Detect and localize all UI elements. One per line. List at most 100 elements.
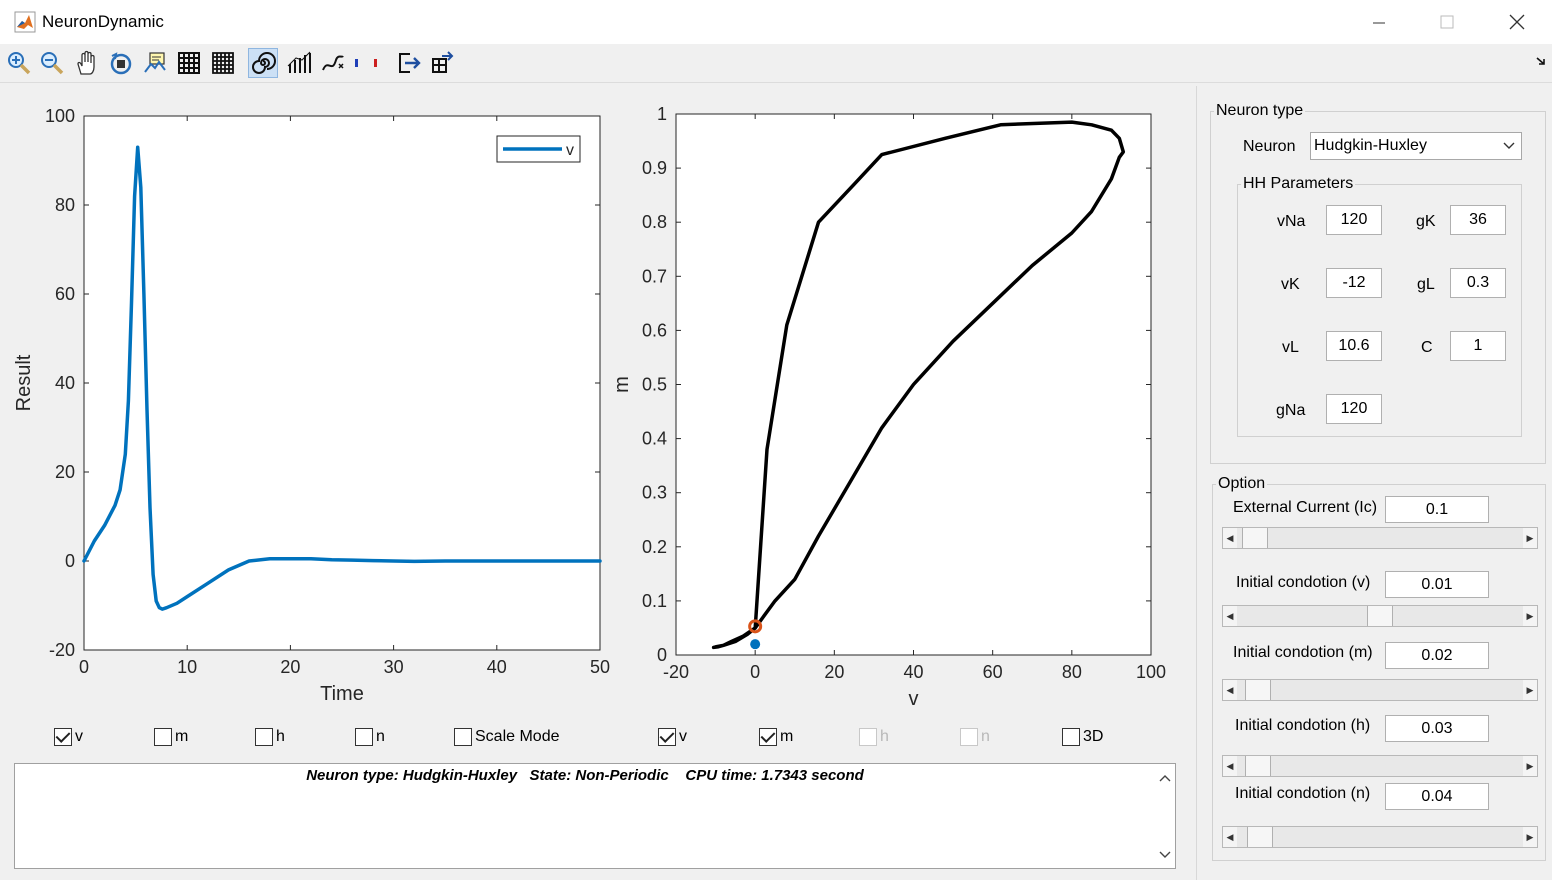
- matlab-logo-icon: [14, 11, 36, 33]
- checkbox-box[interactable]: [255, 728, 273, 746]
- option-input-v[interactable]: 0.01: [1385, 571, 1489, 598]
- minimize-button[interactable]: [1356, 0, 1402, 44]
- console-scrollbar[interactable]: [1155, 764, 1175, 868]
- x-tick-label: 0: [750, 662, 760, 682]
- checkbox-box[interactable]: [859, 728, 877, 746]
- rotate-3d-icon: [110, 52, 132, 75]
- data-cursor-button[interactable]: [140, 48, 170, 78]
- slider-left-arrow[interactable]: ◀: [1223, 827, 1237, 847]
- checkbox-m[interactable]: m: [154, 725, 188, 749]
- color-bar-icon: [355, 59, 377, 67]
- param-label-gk: gK: [1416, 213, 1436, 230]
- title-bar: NeuronDynamic: [0, 0, 1552, 44]
- checkbox-box[interactable]: [960, 728, 978, 746]
- param-input-gl[interactable]: 0.3: [1450, 268, 1506, 298]
- slider-h[interactable]: ◀ ▶: [1222, 755, 1538, 777]
- x-tick-label: 80: [1062, 662, 1082, 682]
- grid-button[interactable]: [174, 48, 204, 78]
- checkbox-box[interactable]: [759, 728, 777, 746]
- bar-plot-button[interactable]: [284, 48, 314, 78]
- trajectory-button[interactable]: [318, 48, 348, 78]
- slider-thumb[interactable]: [1244, 680, 1271, 700]
- param-input-gk[interactable]: 36: [1450, 205, 1506, 235]
- slider-thumb[interactable]: [1242, 528, 1269, 548]
- checkbox-box[interactable]: [454, 728, 472, 746]
- checkbox-v[interactable]: v: [54, 725, 83, 749]
- slider-left-arrow[interactable]: ◀: [1223, 528, 1237, 548]
- y-tick-label: 40: [55, 373, 75, 393]
- slider-thumb[interactable]: [1244, 756, 1271, 776]
- slider-v[interactable]: ◀ ▶: [1222, 605, 1538, 627]
- phase-checkbox-3d[interactable]: 3D: [1062, 725, 1103, 749]
- checkbox-n[interactable]: n: [355, 725, 385, 749]
- option-input-n[interactable]: 0.04: [1385, 783, 1489, 810]
- checkbox-box[interactable]: [658, 728, 676, 746]
- slider-right-arrow[interactable]: ▶: [1523, 606, 1537, 626]
- slider-ic[interactable]: ◀ ▶: [1222, 527, 1538, 549]
- checkbox-label: m: [175, 728, 189, 745]
- slider-left-arrow[interactable]: ◀: [1223, 680, 1237, 700]
- slider-m[interactable]: ◀ ▶: [1222, 679, 1538, 701]
- y-tick-label: 80: [55, 195, 75, 215]
- dropdown-arrow[interactable]: [1497, 133, 1521, 159]
- param-input-vl[interactable]: 10.6: [1326, 331, 1382, 361]
- grid-icon: [178, 52, 200, 74]
- phase-checkbox-n[interactable]: n: [960, 725, 990, 749]
- zoom-in-icon: [8, 52, 31, 75]
- param-input-c[interactable]: 1: [1450, 331, 1506, 361]
- slider-left-arrow[interactable]: ◀: [1223, 606, 1237, 626]
- checkbox-h[interactable]: h: [255, 725, 285, 749]
- slider-right-arrow[interactable]: ▶: [1523, 827, 1537, 847]
- pan-button[interactable]: [72, 48, 102, 78]
- slider-right-arrow[interactable]: ▶: [1523, 756, 1537, 776]
- phase-checkbox-h[interactable]: h: [859, 725, 889, 749]
- param-label-vl: vL: [1282, 339, 1299, 356]
- legend-label: v: [566, 142, 574, 159]
- neuron-select-value: Hudgkin-Huxley: [1314, 137, 1427, 154]
- checkbox-box[interactable]: [154, 728, 172, 746]
- y-tick-label: 0.6: [642, 320, 667, 340]
- neuron-select[interactable]: Hudgkin-Huxley: [1310, 132, 1522, 160]
- y-tick-label: 0: [65, 551, 75, 571]
- maximize-icon: [1440, 15, 1454, 29]
- close-button[interactable]: [1494, 0, 1540, 44]
- undock-button[interactable]: [1534, 54, 1548, 68]
- spiral-button[interactable]: [248, 48, 278, 78]
- export-icon: [399, 53, 421, 73]
- slider-left-arrow[interactable]: ◀: [1223, 756, 1237, 776]
- zoom-in-button[interactable]: [4, 48, 34, 78]
- option-input-h[interactable]: 0.03: [1385, 715, 1489, 742]
- phase-checkbox-v[interactable]: v: [658, 725, 687, 749]
- scrollbar-arrows-icon: [1159, 775, 1171, 858]
- y-axis-label: Result: [13, 354, 35, 411]
- neuron-type-title: Neuron type: [1216, 102, 1304, 119]
- rotate-3d-button[interactable]: [106, 48, 136, 78]
- maximize-button[interactable]: [1424, 0, 1470, 44]
- status-console[interactable]: Neuron type: Hudgkin-Huxley State: Non-P…: [14, 763, 1176, 869]
- option-input-ic[interactable]: 0.1: [1385, 496, 1489, 523]
- x-tick-label: 20: [824, 662, 844, 682]
- checkbox-box[interactable]: [355, 728, 373, 746]
- option-input-m[interactable]: 0.02: [1385, 642, 1489, 669]
- phase-checkbox-m[interactable]: m: [759, 725, 793, 749]
- slider-right-arrow[interactable]: ▶: [1523, 528, 1537, 548]
- axes-box: [83, 115, 601, 651]
- color-bar-button[interactable]: [350, 48, 380, 78]
- zoom-out-button[interactable]: [37, 48, 67, 78]
- param-input-gna[interactable]: 120: [1326, 394, 1382, 424]
- slider-thumb[interactable]: [1247, 827, 1274, 847]
- x-tick-label: 60: [983, 662, 1003, 682]
- checkbox-scale-mode[interactable]: Scale Mode: [454, 725, 560, 749]
- slider-right-arrow[interactable]: ▶: [1523, 680, 1537, 700]
- param-input-vna[interactable]: 120: [1326, 205, 1382, 235]
- checkbox-box[interactable]: [1062, 728, 1080, 746]
- checkbox-box[interactable]: [54, 728, 72, 746]
- minor-grid-button[interactable]: [208, 48, 238, 78]
- option-label-v: Initial condotion (v): [1236, 574, 1371, 591]
- param-input-vk[interactable]: -12: [1326, 268, 1382, 298]
- slider-thumb[interactable]: [1367, 606, 1393, 626]
- start-marker: [750, 639, 761, 650]
- layout-button[interactable]: [428, 48, 458, 78]
- slider-n[interactable]: ◀ ▶: [1222, 826, 1538, 848]
- export-button[interactable]: [394, 48, 424, 78]
